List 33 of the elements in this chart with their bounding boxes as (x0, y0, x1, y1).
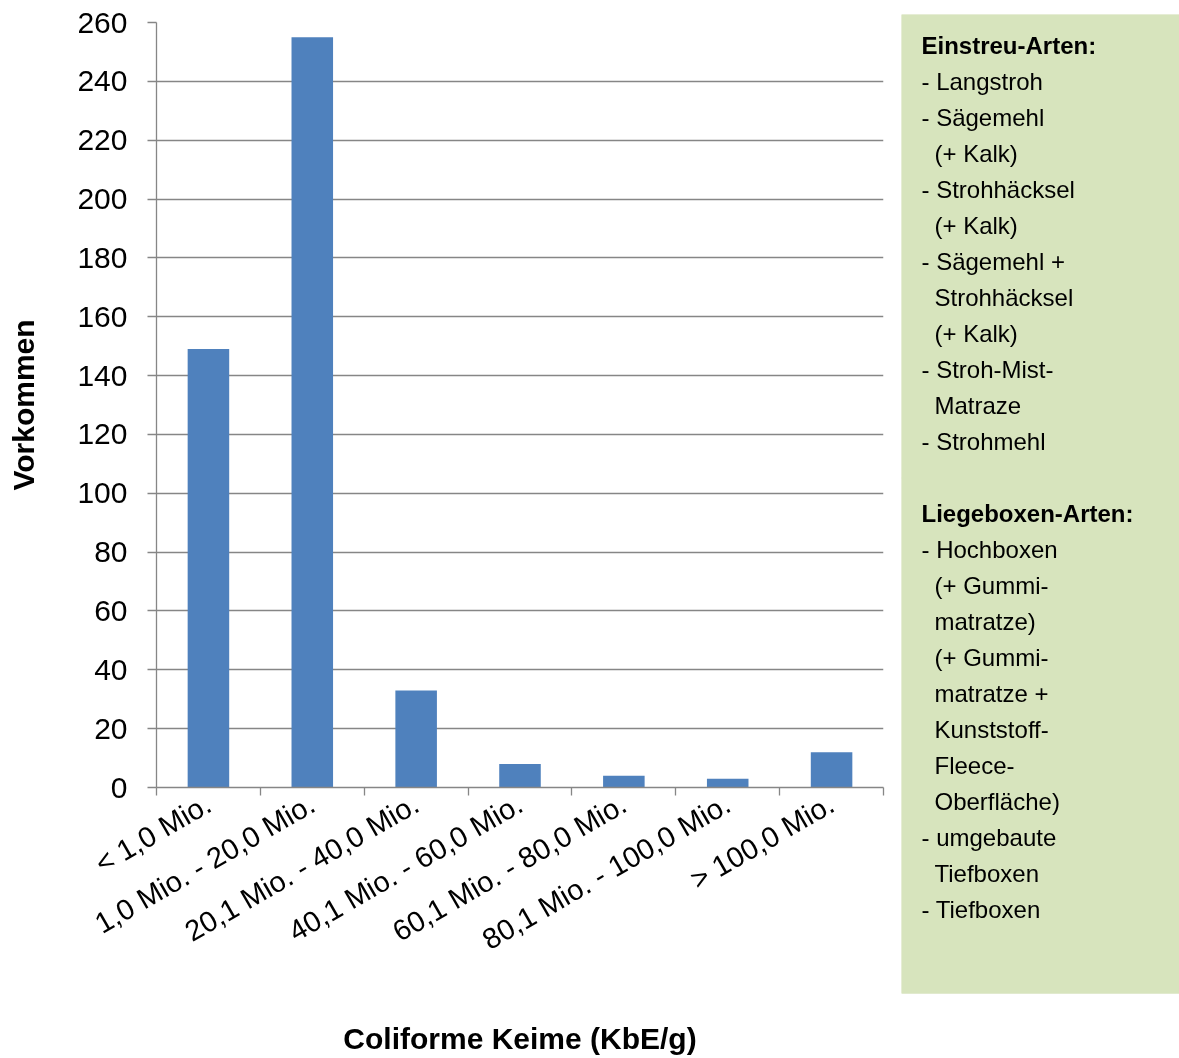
y-tick-label: 180 (77, 240, 128, 274)
text: - Strohhäcksel (+ Kalk) (921, 176, 1075, 239)
bar (810, 752, 853, 788)
y-tick-label: 60 (94, 593, 128, 627)
text: - Stroh-Mist- Matraze (921, 356, 1054, 419)
y-tick-label: 260 (77, 5, 128, 39)
text: Einstreu-Arten: (921, 32, 1097, 59)
y-tick-label: 40 (94, 652, 128, 686)
text: - Tiefboxen (921, 896, 1041, 923)
y-tick-label: 200 (77, 182, 128, 216)
y-axis-title: Vorkommen (7, 319, 41, 491)
y-tick-label: 100 (77, 476, 128, 510)
y-tick-label: 140 (77, 358, 128, 392)
y-tick-label: 20 (94, 711, 128, 745)
bar (187, 349, 230, 788)
text: - Hochboxen (+ Gummi- matratze) (+ Gummi- matratze + Kunststoff- Fleece- Oberfläche) (921, 536, 1060, 815)
bar (291, 37, 334, 788)
y-tick-label: 220 (77, 123, 128, 157)
text: - Sägemehl (+ Kalk) (921, 104, 1045, 167)
bar (499, 763, 541, 788)
bar (603, 775, 645, 788)
text: - Sägemehl + Strohhäcksel (+ Kalk) (921, 248, 1074, 347)
text: Liegeboxen-Arten: (921, 500, 1134, 527)
y-tick-label: 240 (77, 64, 128, 98)
text: - umgebaute Tiefboxen (921, 824, 1057, 887)
y-tick-label: 120 (77, 417, 128, 451)
x-axis-title: Coliforme Keime (KbE/g) (343, 1022, 697, 1056)
y-tick-label: 0 (110, 770, 128, 804)
y-tick-label: 80 (94, 535, 128, 569)
y-tick-label: 160 (77, 299, 128, 333)
text: - Strohmehl (921, 428, 1046, 455)
bar (395, 690, 437, 788)
text: - Langstroh (921, 68, 1043, 95)
